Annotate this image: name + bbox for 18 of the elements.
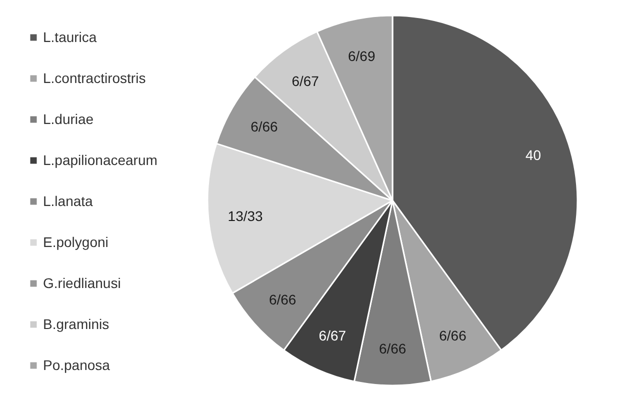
legend-label: L.taurica	[43, 28, 97, 46]
data-label: 6/69	[348, 48, 376, 64]
legend-label: L.papilionacearum	[43, 151, 158, 169]
data-label: 6/66	[378, 340, 406, 356]
legend-label: E.polygoni	[43, 233, 108, 251]
legend-label: Po.panosa	[43, 356, 110, 374]
legend-label: L.contractirostris	[43, 69, 146, 87]
legend-label: G.riedlianusi	[43, 274, 121, 292]
data-label: 6/67	[318, 328, 346, 344]
legend-label: L.lanata	[43, 192, 93, 210]
data-label: 13/33	[228, 208, 264, 224]
legend-label: L.duriae	[43, 110, 94, 128]
legend-label: B.graminis	[43, 315, 110, 333]
data-label: 6/66	[250, 118, 278, 135]
data-label: 40	[525, 146, 542, 163]
data-label: 6/66	[268, 292, 296, 308]
data-label: 6/67	[292, 72, 320, 89]
data-label: 6/66	[439, 328, 467, 344]
